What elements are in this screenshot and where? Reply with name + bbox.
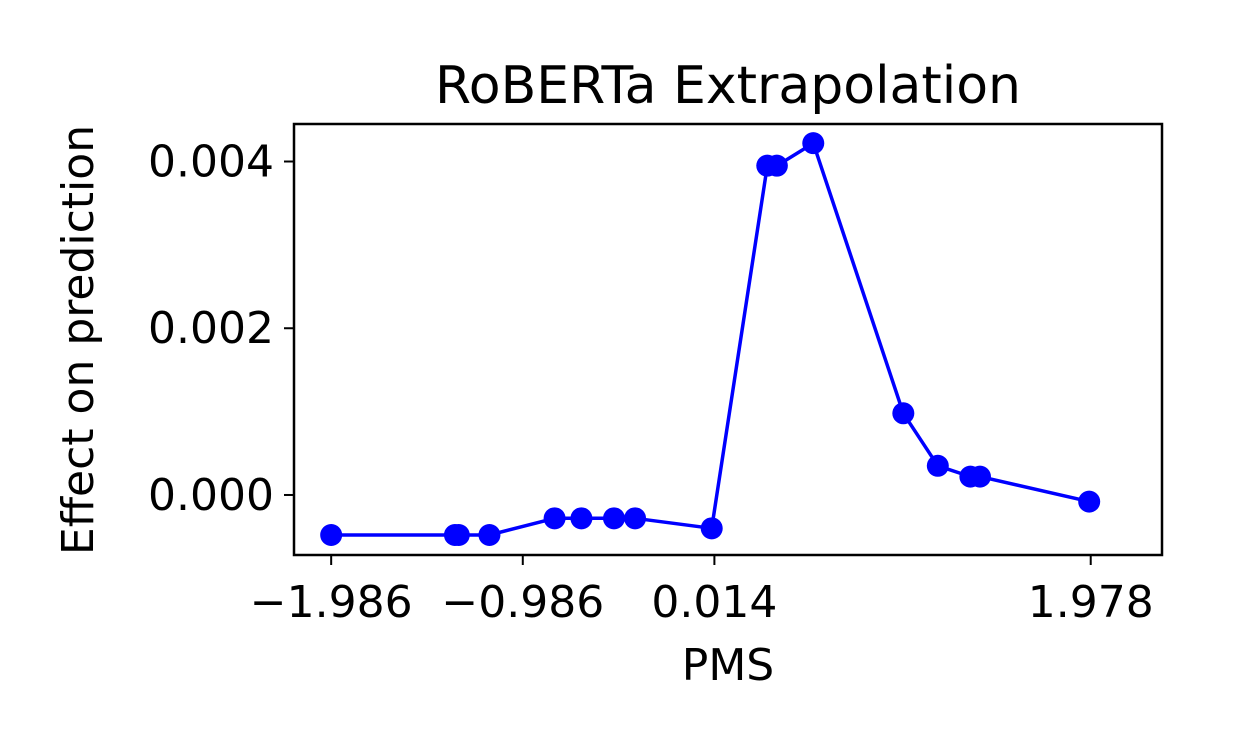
data-point [1078,490,1101,513]
x-tick-label: −1.986 [250,577,413,628]
data-point [543,507,566,530]
y-axis-label: Effect on prediction [53,125,104,555]
data-point [968,465,991,488]
data-point [926,454,949,477]
data-point [624,507,647,530]
data-point [802,132,825,155]
x-tick-label: −0.986 [441,577,604,628]
data-point [700,517,723,540]
data-point [478,523,501,546]
chart-title: RoBERTa Extrapolation [435,56,1021,116]
x-tick-label: 1.978 [1028,577,1154,628]
x-tick-label: 0.014 [651,577,777,628]
y-axis: 0.000 0.002 0.004 [148,137,294,521]
plot-area [320,132,1101,546]
data-point [892,402,915,425]
plot-frame [292,122,1164,557]
y-tick-label: 0.004 [148,137,274,188]
data-point [602,507,625,530]
data-point [765,154,788,177]
y-tick-label: 0.002 [148,303,274,354]
x-axis-label: PMS [682,640,774,691]
data-point [447,523,470,546]
data-point [320,523,343,546]
x-axis: −1.986 −0.986 0.014 1.978 [250,555,1154,628]
y-tick-label: 0.000 [148,470,274,521]
data-point [570,507,593,530]
